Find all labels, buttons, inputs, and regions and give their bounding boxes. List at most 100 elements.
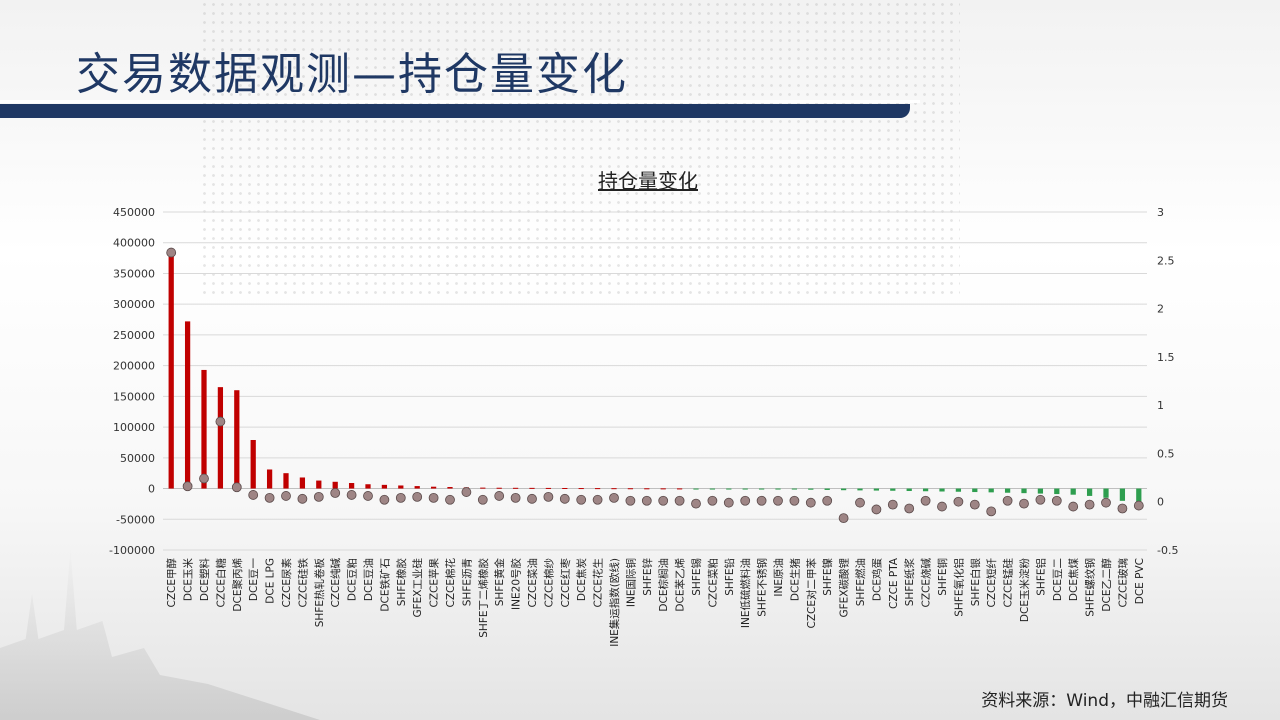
bar [234,390,240,489]
x-tick-label: INE集运指数(欧线) [608,558,621,647]
dot-point [838,513,849,524]
y-tick-label: 200000 [113,360,155,373]
x-tick-label: CZCE苹果 [428,558,441,608]
y2-tick-label: 1.5 [1157,351,1175,364]
dot-point [1101,497,1111,508]
bar [906,488,912,492]
dot-point [986,506,997,517]
bar [250,439,256,489]
dot-point [379,494,390,505]
x-tick-label: SHFE氧化铝 [952,558,965,617]
x-tick-label: INE国际铜 [625,558,637,607]
dot-point [330,488,341,498]
bar [398,485,404,489]
bar [1119,488,1126,501]
slide-title: 交易数据观测—持仓量变化 [76,49,628,100]
bar [299,477,306,489]
dot-point [199,473,209,484]
x-tick-label: CZCE锰硅 [1002,558,1015,608]
dot-point [904,503,915,514]
dot-point [527,493,537,504]
dot-point [313,491,324,502]
bar [1136,488,1142,506]
dot-point [707,495,718,506]
x-tick-label: SHFE热轧卷板 [313,558,326,628]
x-tick-label: GFEX碳酸锂 [838,558,851,618]
bar [709,488,716,490]
bar [1054,488,1060,495]
bar [775,488,781,490]
dot-point [1133,500,1144,511]
dot-point [937,501,947,512]
dot-point [789,495,800,506]
x-tick-label: CZCE花生 [592,558,605,608]
bar [168,253,174,489]
x-tick-label: CZCE玻璃 [1116,558,1129,608]
bar [365,484,371,489]
dot-point [1068,501,1079,512]
dot-point [674,495,685,506]
bar-series [168,253,1142,506]
bar [1021,488,1027,494]
dot-point [412,491,423,502]
dot-point [461,487,472,497]
y2-tick-label: 0 [1157,496,1164,509]
bar [283,473,289,489]
x-tick-label: SHFE不锈钢 [756,558,769,617]
x-axis-labels: CZCE甲醇 DCE玉米 DCE塑料 CZCE白糖 DCE聚丙烯 DCE豆一 DCE LPG… [165,557,1146,647]
bar [562,487,568,489]
bar [578,488,584,490]
bar [693,488,699,490]
title-band [0,104,910,118]
dot-point [1035,494,1046,505]
x-tick-label: SHFE纸浆 [903,558,916,607]
dot-point [1084,499,1095,510]
y2-tick-label: 2 [1157,303,1164,316]
dot-point [445,494,455,505]
bar [972,488,978,493]
bar [644,488,650,490]
bar [660,488,666,490]
dot-point [231,482,242,493]
x-tick-label: CZCE菜粕 [706,558,719,608]
x-tick-label: DCE豆一 [248,558,260,602]
dot-point [510,492,521,503]
bar [676,488,683,490]
dot-point [543,491,554,502]
x-tick-label: DCE铁矿石 [378,558,391,612]
bar [348,483,355,489]
x-tick-label: CZCE白糖 [214,558,227,608]
dot-point [182,481,193,492]
dot-point [691,498,701,509]
dot-point [559,493,570,504]
y2-tick-label: 1 [1157,399,1164,412]
y-tick-label: -100000 [109,544,155,557]
x-tick-label: SHFE铝 [1034,558,1047,596]
x-tick-label: DCE焦煤 [1067,558,1080,602]
dot-series [166,247,1144,524]
dot-point [477,494,488,505]
x-tick-label: INE20号胶 [510,558,523,610]
bar [857,488,863,491]
x-tick-label: SHFE橡胶 [395,558,408,607]
dot-point [346,490,357,500]
dot-point [723,497,734,508]
bar [1004,488,1011,493]
dot-point [953,496,964,507]
bar [808,488,814,490]
dot-point [805,497,816,508]
bar [791,488,798,490]
bar [890,488,896,491]
dot-point [576,494,587,505]
bar [758,488,765,490]
bar [824,488,830,490]
x-tick-label: SHFE沥青 [460,558,473,606]
x-tick-label: CZCE PTA [888,557,900,609]
dot-point [281,491,291,501]
x-tick-label: DCE豆二 [1052,558,1064,601]
dot-point [592,494,603,505]
x-tick-label: SHFE燃油 [854,558,867,606]
dot-point [166,247,177,258]
x-tick-label: DCE棕榈油 [657,558,670,612]
